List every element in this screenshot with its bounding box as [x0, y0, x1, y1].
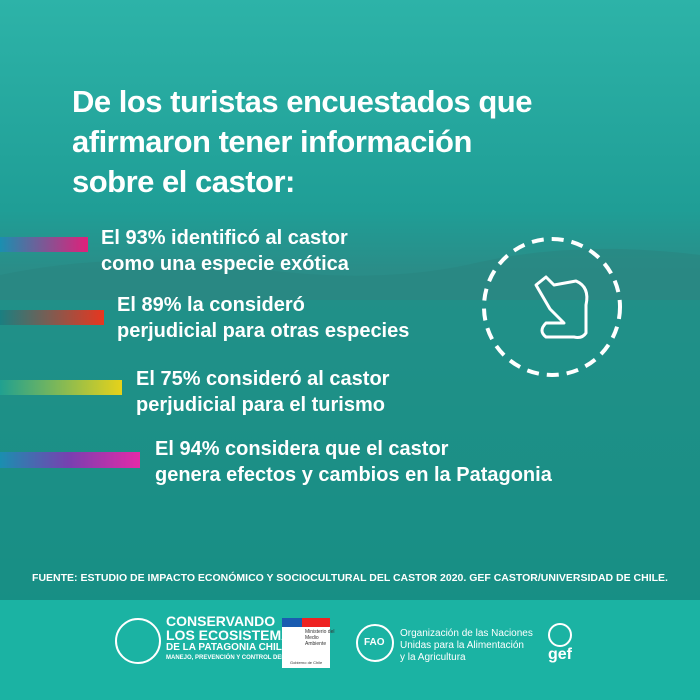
text: LOS ECOSISTEMAS	[166, 627, 301, 643]
title-line: De los turistas encuestados que	[72, 84, 532, 119]
text: Ministerio del	[305, 629, 335, 635]
flag-red	[302, 618, 330, 627]
title-line: afirmaron tener información	[72, 124, 472, 159]
text: CONSERVANDO	[166, 613, 276, 629]
text: Organización de las Naciones	[400, 628, 533, 639]
fao-logo	[356, 624, 394, 662]
finding: El 93% identificó al castor como una espe…	[101, 225, 349, 277]
finding: El 89% la consideró perjudicial para otra…	[117, 292, 409, 344]
finding-line: perjudicial para el turismo	[136, 394, 385, 416]
footer-band	[0, 600, 700, 700]
finding-line: genera efectos y cambios en la Patagonia	[155, 464, 552, 486]
ministry-name: Ministerio del Medio Ambiente	[305, 629, 334, 647]
beaver-icon	[534, 275, 589, 339]
source: FUENTE: ESTUDIO DE IMPACTO ECONÓMICO Y S…	[32, 572, 668, 584]
fao-mark: FAO	[364, 637, 385, 648]
project-name: CONSERVANDO LOS ECOSISTEMAS DE LA PATAGO…	[166, 614, 312, 662]
ministry-gov: Gobierno de Chile	[290, 660, 323, 665]
stripe	[0, 380, 122, 395]
text: y la Agricultura	[400, 652, 466, 663]
project-logo	[115, 618, 161, 664]
stripe	[0, 237, 88, 252]
title-line: sobre el castor:	[72, 164, 295, 199]
finding-line: perjudicial para otras especies	[117, 320, 410, 342]
icon-circle	[482, 237, 622, 377]
text: Unidas para la Alimentación	[400, 640, 524, 651]
grass	[0, 300, 700, 600]
stripe	[0, 310, 104, 325]
finding: El 94% considera que el castor genera efe…	[155, 436, 552, 488]
text: DE LA PATAGONIA CHILENA	[166, 642, 304, 653]
hills	[0, 248, 700, 300]
finding: El 75% consideró al castor perjudicial pa…	[136, 366, 389, 418]
finding-line: El 94% considera que el castor	[155, 438, 449, 460]
title: De los turistas encuestados que afirmaro…	[72, 82, 532, 202]
flag-blue	[282, 618, 302, 627]
gef-logo	[548, 623, 572, 647]
finding-line: como una especie exótica	[101, 253, 349, 275]
text: Ambiente	[305, 641, 327, 647]
finding-line: El 93% identificó al castor	[101, 227, 348, 249]
text: MANEJO, PREVENCIÓN Y CONTROL DEL CASTOR	[166, 655, 312, 661]
stripe	[0, 452, 140, 468]
gef-mark: gef	[548, 646, 572, 663]
finding-line: El 75% consideró al castor	[136, 368, 390, 390]
finding-line: El 89% la consideró	[117, 294, 305, 316]
text: Medio	[305, 635, 319, 641]
fao-name: Organización de las Naciones Unidas para…	[400, 628, 533, 664]
